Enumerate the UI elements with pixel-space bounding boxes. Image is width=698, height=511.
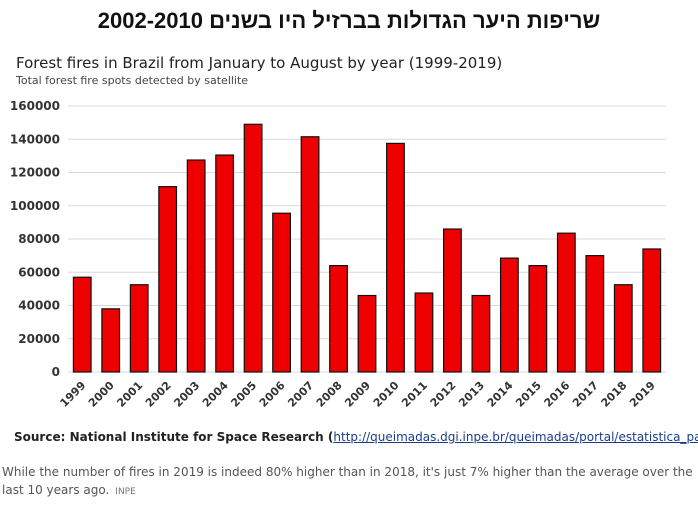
headline: שריפות היער הגדולות בברזיל היו בשנים 200…	[97, 8, 601, 33]
bar-2010	[386, 142, 405, 373]
y-tick-label: 0	[52, 365, 60, 379]
x-tick-label: 2001	[114, 379, 145, 410]
caption-text: While the number of fires in 2019 is ind…	[2, 465, 693, 497]
bar-2002	[158, 186, 178, 373]
bar-1999	[72, 276, 92, 373]
bar-2004	[215, 154, 235, 373]
x-tick-label: 2005	[228, 379, 259, 410]
bar-2017	[585, 255, 605, 373]
y-tick-label: 160000	[10, 99, 60, 113]
y-tick-label: 140000	[10, 132, 60, 146]
bar-2001	[129, 284, 149, 373]
caption-credit: INPE	[115, 487, 136, 497]
y-tick-label: 120000	[10, 166, 60, 180]
x-tick-label: 2004	[200, 379, 231, 410]
x-tick-label: 2000	[86, 379, 117, 410]
x-tick-label: 2003	[171, 379, 202, 410]
x-tick-label: 2017	[570, 379, 601, 410]
x-tick-label: 2016	[542, 379, 573, 410]
y-tick-label: 100000	[10, 199, 60, 213]
bar-2015	[528, 265, 548, 373]
bar-2006	[272, 212, 291, 373]
bar-chart: 0 20000 40000 60000 80000 100000 120000 140000 1…	[10, 99, 666, 410]
x-tick-label: 2019	[627, 379, 658, 410]
source-link[interactable]: http://queimadas.dgi.inpe.br/queimadas/p…	[333, 430, 698, 444]
x-tick-label: 2014	[485, 379, 516, 410]
x-tick-label: 2015	[513, 379, 544, 410]
bar-2008	[329, 265, 348, 373]
chart-panel: Forest fires in Brazil from January to A…	[6, 44, 692, 452]
x-tick-label: 2012	[428, 379, 459, 410]
bar-2007	[300, 136, 320, 373]
x-tick-label: 2013	[456, 379, 487, 410]
bar-2005	[243, 123, 263, 373]
y-tick-label: 80000	[18, 232, 60, 246]
source-label: Source: National Institute for Space Res…	[14, 430, 334, 444]
caption: While the number of fires in 2019 is ind…	[2, 463, 696, 501]
x-tick-label: 2009	[342, 379, 373, 410]
bar-2019	[642, 248, 662, 373]
chart-title: Forest fires in Brazil from January to A…	[16, 54, 503, 72]
bar-2014	[499, 257, 519, 373]
x-tick-label: 2010	[371, 379, 402, 410]
x-tick-label: 2008	[314, 379, 345, 410]
bar-2012	[443, 228, 462, 373]
x-tick-label: 2006	[257, 379, 288, 410]
bar-2000	[101, 308, 121, 373]
bar-2003	[186, 159, 206, 373]
bar-2009	[357, 294, 377, 373]
y-tick-label: 40000	[18, 299, 60, 313]
x-tick-label: 2018	[599, 379, 630, 410]
x-tick-label: 2011	[399, 379, 430, 410]
bar-2013	[471, 294, 491, 373]
bar-2018	[613, 284, 633, 373]
y-tick-label: 60000	[18, 265, 60, 279]
source-line: Source: National Institute for Space Res…	[14, 430, 698, 444]
bar-2011	[414, 292, 434, 373]
y-tick-label: 20000	[18, 332, 60, 346]
x-tick-label: 1999	[58, 379, 89, 410]
x-tick-label: 2002	[143, 379, 174, 410]
chart-subtitle: Total forest fire spots detected by sate…	[16, 74, 249, 87]
bar-2016	[556, 232, 576, 373]
x-tick-label: 2007	[285, 379, 316, 410]
